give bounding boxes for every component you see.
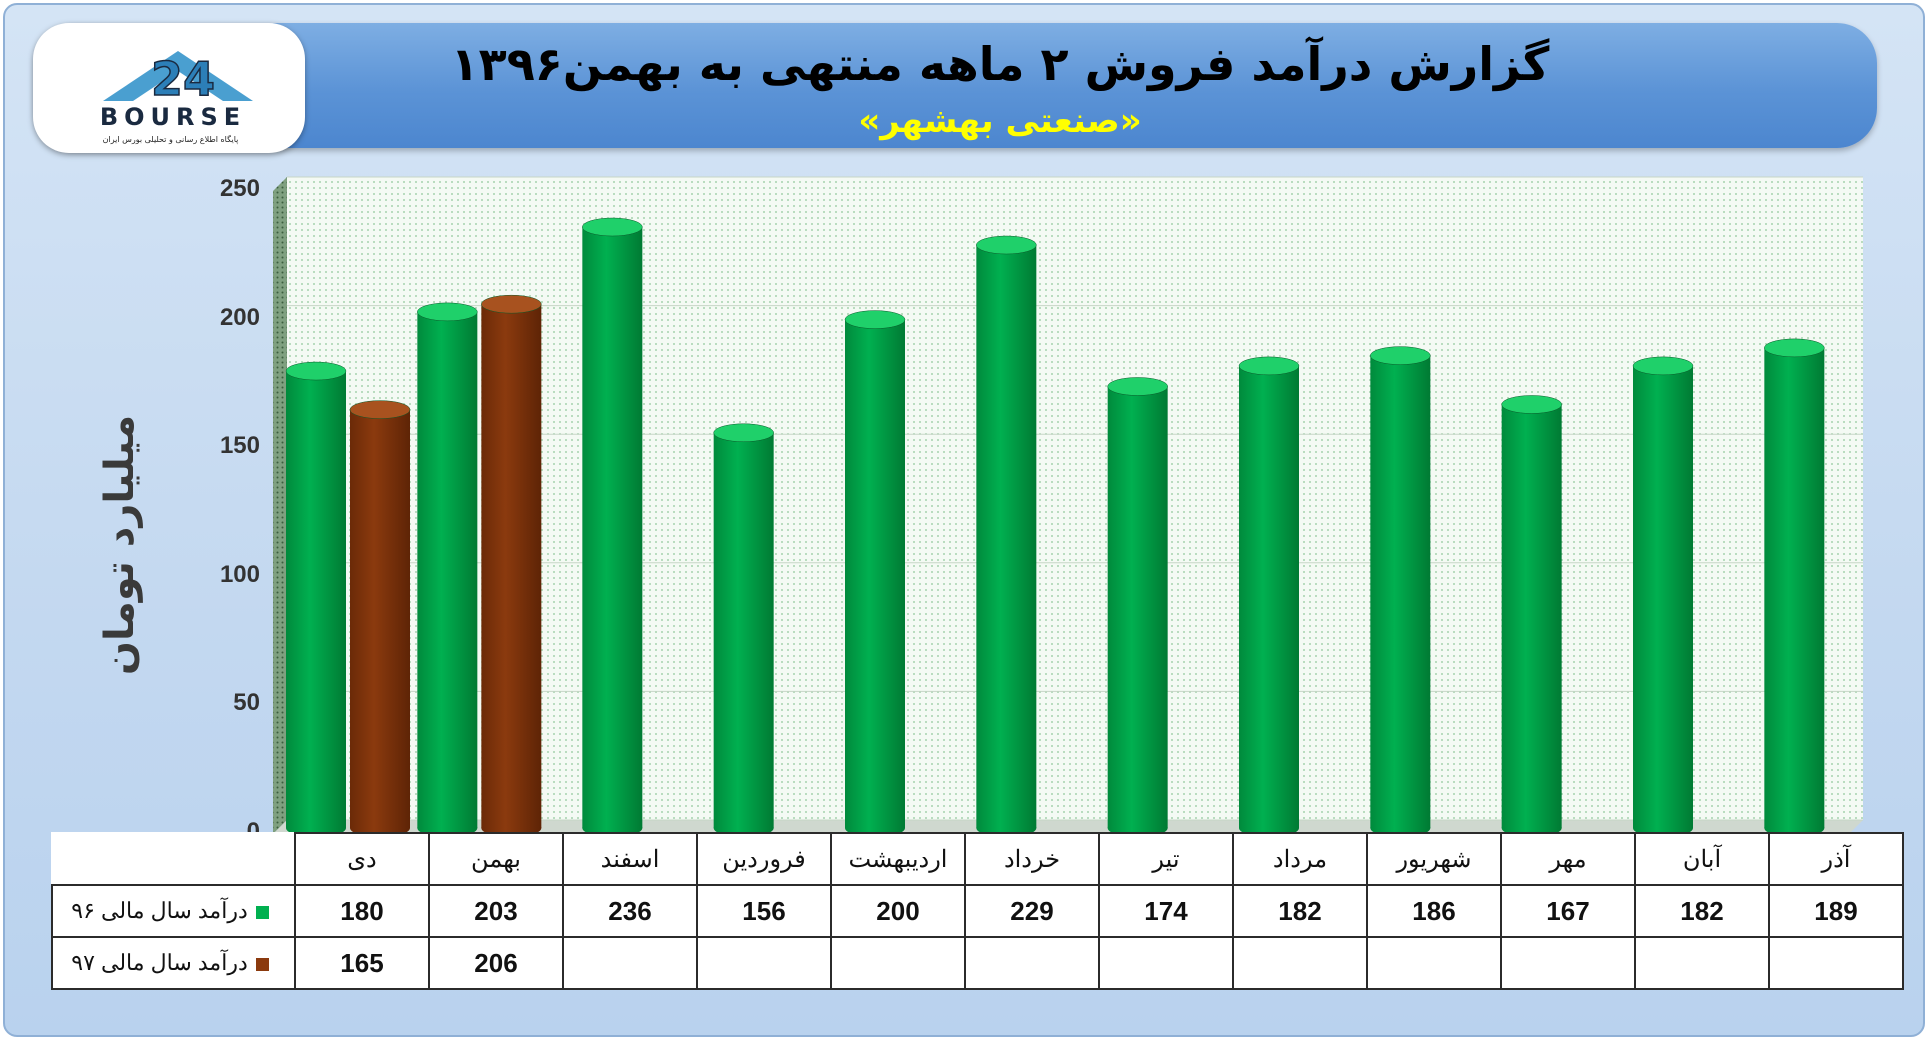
x-category-label: اردیبهشت (830, 832, 966, 886)
x-category-label: خرداد (964, 832, 1100, 886)
bar-96-8 (1370, 355, 1431, 828)
y-tick-label: 150 (219, 432, 260, 460)
table-row-series-97: درآمد سال مالی ۹۷ 165 206 (51, 936, 1904, 990)
data-label (1098, 936, 1234, 990)
bar-top (1764, 338, 1825, 358)
bar-top (1370, 346, 1431, 365)
data-label (696, 936, 832, 990)
data-label (1366, 936, 1502, 990)
data-table: دی بهمن اسفند فروردین اردیبهشت خرداد تیر مرداد ش… (51, 832, 1904, 990)
x-category-label: مهر (1500, 832, 1636, 886)
bar-96-6 (1107, 386, 1168, 828)
x-category-label: فروردین (696, 832, 832, 886)
bar-96-2 (582, 227, 643, 828)
bar-top (976, 235, 1037, 255)
title-banner: گزارش درآمد فروش ۲ ماهه منتهی به بهمن۱۳۹… (35, 23, 1877, 148)
data-label (964, 936, 1100, 990)
legend-label-96: درآمد سال مالی ۹۶ (71, 898, 248, 923)
bar-96-9 (1501, 404, 1562, 828)
bar-96-3 (713, 432, 774, 828)
legend-series-97: درآمد سال مالی ۹۷ (51, 936, 296, 990)
bar-top (349, 400, 411, 419)
data-label: 189 (1768, 884, 1904, 938)
bar-97-1 (481, 304, 542, 829)
legend-swatch-96 (255, 905, 269, 919)
bar-96-0 (286, 371, 346, 828)
data-label: 156 (696, 884, 832, 938)
data-label (830, 936, 966, 990)
bar-96-1 (417, 311, 478, 828)
x-category-label: مرداد (1232, 832, 1368, 886)
bourse-logo: 24 BOURSE پایگاه اطلاع رسانی و تحلیلی بو… (33, 23, 305, 153)
data-label: 229 (964, 884, 1100, 938)
plot-floor (273, 820, 1863, 834)
bar-top (1501, 395, 1562, 414)
x-category-label: آبان (1634, 832, 1770, 886)
bar-top (1107, 377, 1168, 396)
x-category-label: آذر (1768, 832, 1904, 886)
chart-frame: گزارش درآمد فروش ۲ ماهه منتهی به بهمن۱۳۹… (3, 3, 1925, 1037)
legend-label-97: درآمد سال مالی ۹۷ (71, 950, 248, 975)
data-label: 203 (428, 884, 564, 938)
data-label (562, 936, 698, 990)
data-label: 182 (1232, 884, 1368, 938)
y-tick-label: 250 (219, 175, 260, 202)
bar-96-11 (1764, 347, 1825, 828)
y-tick-label: 50 (233, 689, 260, 717)
plot-back-wall (287, 177, 1863, 820)
data-label: 186 (1366, 884, 1502, 938)
logo-brand-text: BOURSE (99, 103, 247, 131)
bar-top (481, 294, 542, 314)
bar-96-5 (976, 245, 1037, 829)
data-label (1634, 936, 1770, 990)
y-tick-label: 100 (219, 560, 260, 588)
chart-title: گزارش درآمد فروش ۲ ماهه منتهی به بهمن۱۳۹… (450, 37, 1550, 91)
bar-top (1632, 356, 1694, 376)
table-corner (52, 833, 296, 886)
bar-top (844, 310, 906, 329)
bar-top (417, 302, 478, 322)
bar-top (285, 361, 347, 381)
x-category-label: دی (294, 832, 430, 886)
data-label (1500, 936, 1636, 990)
bar-top (713, 423, 774, 443)
data-label: 180 (294, 884, 430, 938)
data-label (1232, 936, 1368, 990)
data-label: 174 (1098, 884, 1234, 938)
table-header-row: دی بهمن اسفند فروردین اردیبهشت خرداد تیر مرداد ش… (52, 832, 1904, 886)
svg-text:24: 24 (151, 52, 215, 106)
chart-subtitle: «صنعتی بهشهر» (858, 101, 1142, 141)
bar-96-7 (1239, 365, 1299, 828)
x-category-label: اسفند (562, 832, 698, 886)
logo-tagline: پایگاه اطلاع رسانی و تحلیلی بورس ایران (102, 135, 239, 144)
x-category-label: تیر (1098, 832, 1234, 886)
table-row-series-96: درآمد سال مالی ۹۶ 180 203 236 156 200 229 174 1… (51, 884, 1904, 938)
data-label: 200 (830, 884, 966, 938)
data-label: 206 (428, 936, 564, 990)
bar-96-4 (845, 319, 905, 828)
bar-top (582, 217, 643, 237)
data-label: 167 (1500, 884, 1636, 938)
plot-side-wall (273, 177, 287, 834)
bar-96-10 (1633, 365, 1693, 828)
bar-top (1238, 356, 1300, 376)
data-label: 182 (1634, 884, 1770, 938)
x-category-label: شهریور (1366, 832, 1502, 886)
y-tick-label: 200 (219, 303, 260, 331)
bar-97-0 (350, 409, 410, 828)
bar-chart (273, 176, 1863, 837)
x-category-label: بهمن (428, 832, 564, 886)
bourse-logo-mark: 24 (103, 51, 253, 107)
legend-swatch-97 (255, 957, 269, 971)
data-label (1768, 936, 1904, 990)
data-label: 165 (294, 936, 430, 990)
legend-series-96: درآمد سال مالی ۹۶ (51, 884, 296, 938)
data-label: 236 (562, 884, 698, 938)
